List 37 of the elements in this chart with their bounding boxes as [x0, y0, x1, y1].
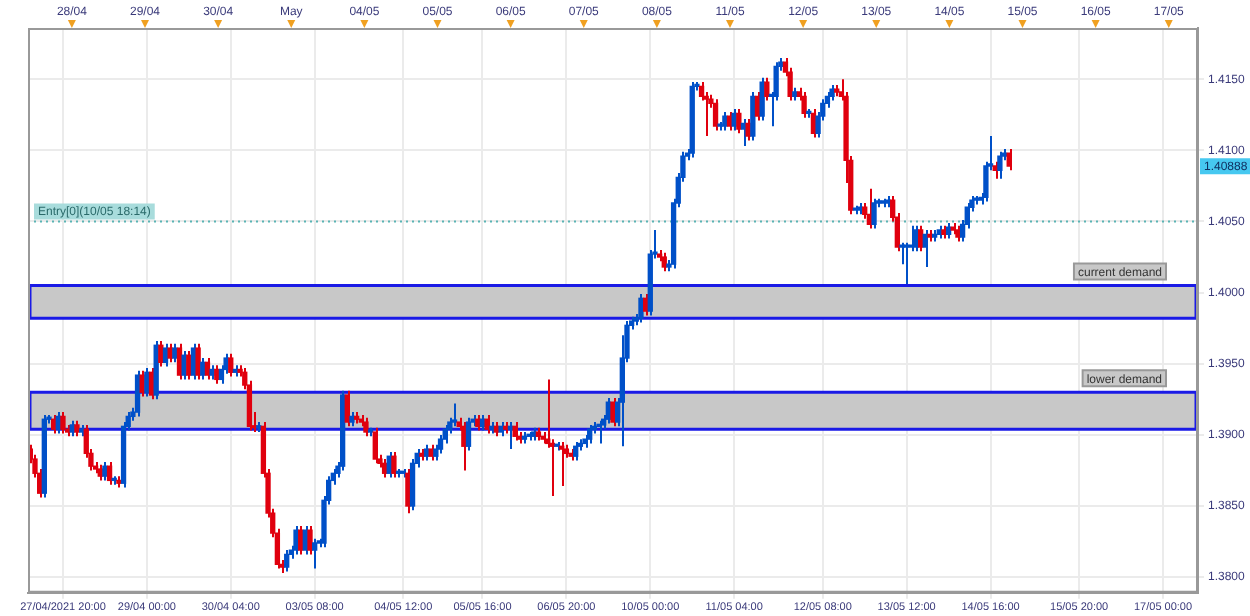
candlestick [162, 342, 169, 368]
candlestick [726, 110, 733, 132]
candlestick [200, 357, 206, 381]
candlestick [391, 450, 397, 479]
candlestick [195, 342, 201, 381]
candlestick [904, 241, 910, 286]
candlestick [312, 537, 318, 570]
candlestick [913, 224, 919, 253]
candlestick [186, 349, 192, 381]
candlestick [437, 433, 444, 455]
candlestick [60, 411, 66, 435]
candlestick [451, 402, 458, 428]
candlestick [228, 352, 234, 378]
candlestick [106, 460, 113, 486]
candlestick [587, 423, 593, 445]
candlestick [461, 421, 467, 472]
candlestick [298, 524, 304, 556]
candlestick [363, 416, 369, 438]
candlestick [293, 524, 299, 556]
candlestick [465, 416, 472, 452]
candlestick [801, 91, 807, 119]
candlestick [642, 293, 649, 317]
candlestick [750, 91, 756, 142]
candlestick [442, 423, 448, 445]
candlestick [740, 118, 747, 148]
candlestick [512, 421, 518, 442]
candlestick [344, 389, 350, 428]
candlestick [381, 458, 388, 479]
candlestick [638, 293, 644, 324]
candlestick [712, 98, 719, 132]
candlestick [158, 339, 164, 368]
candlestick [610, 396, 616, 428]
candlestick [661, 251, 667, 273]
candlestick [754, 91, 761, 122]
candlestick [764, 76, 770, 102]
candlestick [134, 369, 141, 418]
candlestick [144, 367, 150, 398]
